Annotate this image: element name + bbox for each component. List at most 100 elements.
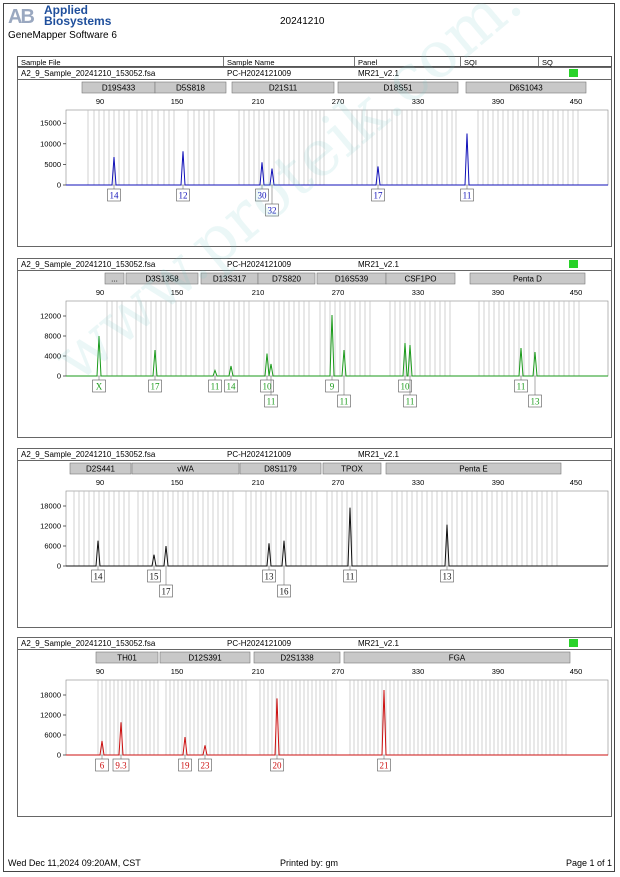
trace-line [66, 314, 608, 377]
allele-call-box [262, 569, 276, 583]
marker-label: D16S539 [335, 275, 369, 284]
allele-call-label: 10 [263, 382, 273, 392]
allele-call-box [270, 758, 284, 772]
y-tick-label: 18000 [40, 502, 61, 511]
allele-call-label: 13 [443, 572, 453, 582]
allele-call-box [528, 394, 542, 408]
panel-info: A2_9_Sample_20241210_153052.fsa PC-H2024… [18, 638, 611, 650]
allele-call-label: 15 [150, 572, 160, 582]
marker-box [322, 462, 382, 475]
allele-call-label: 11 [463, 191, 472, 201]
allele-call-label: 13 [531, 397, 541, 407]
sample-file: A2_9_Sample_20241210_153052.fsa [21, 450, 156, 459]
x-tick-label: 150 [171, 97, 184, 106]
sq-status-indicator [569, 260, 578, 268]
sq-status-indicator [569, 69, 578, 77]
electropherogram-panel-2: A2_9_Sample_20241210_153052.fsa PC-H2024… [17, 258, 612, 438]
marker-label: D21S11 [269, 84, 298, 93]
marker-box [154, 81, 227, 94]
sample-name: PC-H2024121009 [227, 260, 292, 269]
marker-label: D13S317 [213, 275, 247, 284]
marker-label: D12S391 [188, 654, 222, 663]
allele-call-label: 13 [265, 572, 275, 582]
allelic-bins [87, 110, 579, 185]
sample-file: A2_9_Sample_20241210_153052.fsa [21, 639, 156, 648]
allele-call-box [112, 758, 130, 772]
marker-box [257, 272, 316, 285]
y-tick-label: 0 [57, 751, 61, 760]
marker-label: D19S433 [102, 84, 136, 93]
allele-call-label: 20 [273, 761, 283, 771]
allelic-bins [106, 301, 580, 376]
allele-call-label: 17 [162, 587, 172, 597]
x-tick-label: 450 [570, 667, 583, 676]
x-tick-label: 270 [332, 478, 345, 487]
allele-call-label: 19 [181, 761, 191, 771]
allele-call-label: 14 [94, 572, 104, 582]
allelic-bins [97, 680, 567, 755]
marker-box [385, 462, 562, 475]
sample-name: PC-H2024121009 [227, 69, 292, 78]
allele-call-label: 11 [340, 397, 349, 407]
allele-call-box [159, 584, 173, 598]
allele-call-box [178, 758, 192, 772]
panel-name: MR21_v2.1 [358, 260, 399, 269]
marker-label: D18S51 [384, 84, 413, 93]
allele-call-box [107, 188, 121, 202]
panel-info: A2_9_Sample_20241210_153052.fsa PC-H2024… [18, 68, 611, 80]
allele-call-box [264, 394, 278, 408]
x-tick-label: 330 [412, 97, 425, 106]
allele-call-label: 32 [268, 206, 277, 216]
page-frame [3, 3, 615, 872]
marker-box [95, 651, 159, 664]
x-tick-label: 210 [252, 288, 265, 297]
marker-label: vWA [177, 465, 194, 474]
allele-call-box [371, 188, 385, 202]
x-tick-label: 150 [171, 667, 184, 676]
allele-call-box [337, 394, 351, 408]
y-tick-label: 12000 [40, 312, 61, 321]
allele-call-label: 11 [211, 382, 220, 392]
marker-label: D2S441 [86, 465, 115, 474]
marker-box [159, 651, 251, 664]
x-tick-label: 150 [171, 478, 184, 487]
marker-box [131, 462, 240, 475]
marker-box [385, 272, 456, 285]
y-tick-label: 0 [57, 181, 61, 190]
marker-label: D6S1043 [509, 84, 543, 93]
allele-call-label: 17 [151, 382, 161, 392]
col-sq: SQ [542, 58, 553, 67]
x-tick-label: 330 [412, 667, 425, 676]
allele-call-label: 11 [406, 397, 415, 407]
x-tick-label: 270 [332, 97, 345, 106]
allele-call-box [343, 569, 357, 583]
report-title: 20241210 [280, 16, 325, 27]
marker-box [231, 81, 335, 94]
marker-box [465, 81, 587, 94]
allele-call-label: 11 [267, 397, 276, 407]
marker-label: D5S818 [176, 84, 205, 93]
allele-call-label: 12 [179, 191, 188, 201]
y-tick-label: 6000 [44, 731, 61, 740]
allele-call-box [92, 379, 106, 393]
allele-call-box [255, 188, 269, 202]
allele-call-label: 9 [330, 382, 335, 392]
allele-call-box [198, 758, 212, 772]
allele-call-box [265, 203, 279, 217]
marker-box [469, 272, 586, 285]
brand-line2: Biosystems [44, 14, 112, 28]
y-tick-label: 0 [57, 372, 61, 381]
marker-label: CSF1PO [404, 275, 436, 284]
marker-label: TPOX [341, 465, 363, 474]
x-tick-label: 270 [332, 667, 345, 676]
allele-call-label: 11 [517, 382, 526, 392]
y-tick-label: 5000 [44, 160, 61, 169]
marker-box [343, 651, 571, 664]
allele-call-label: 30 [258, 191, 268, 201]
marker-box [337, 81, 459, 94]
sq-status-indicator [569, 639, 578, 647]
footer-page: Page 1 of 1 [565, 858, 612, 868]
marker-label: Penta E [459, 465, 487, 474]
y-tick-label: 4000 [44, 352, 61, 361]
footer-printed-by: Printed by: gm [280, 858, 339, 868]
